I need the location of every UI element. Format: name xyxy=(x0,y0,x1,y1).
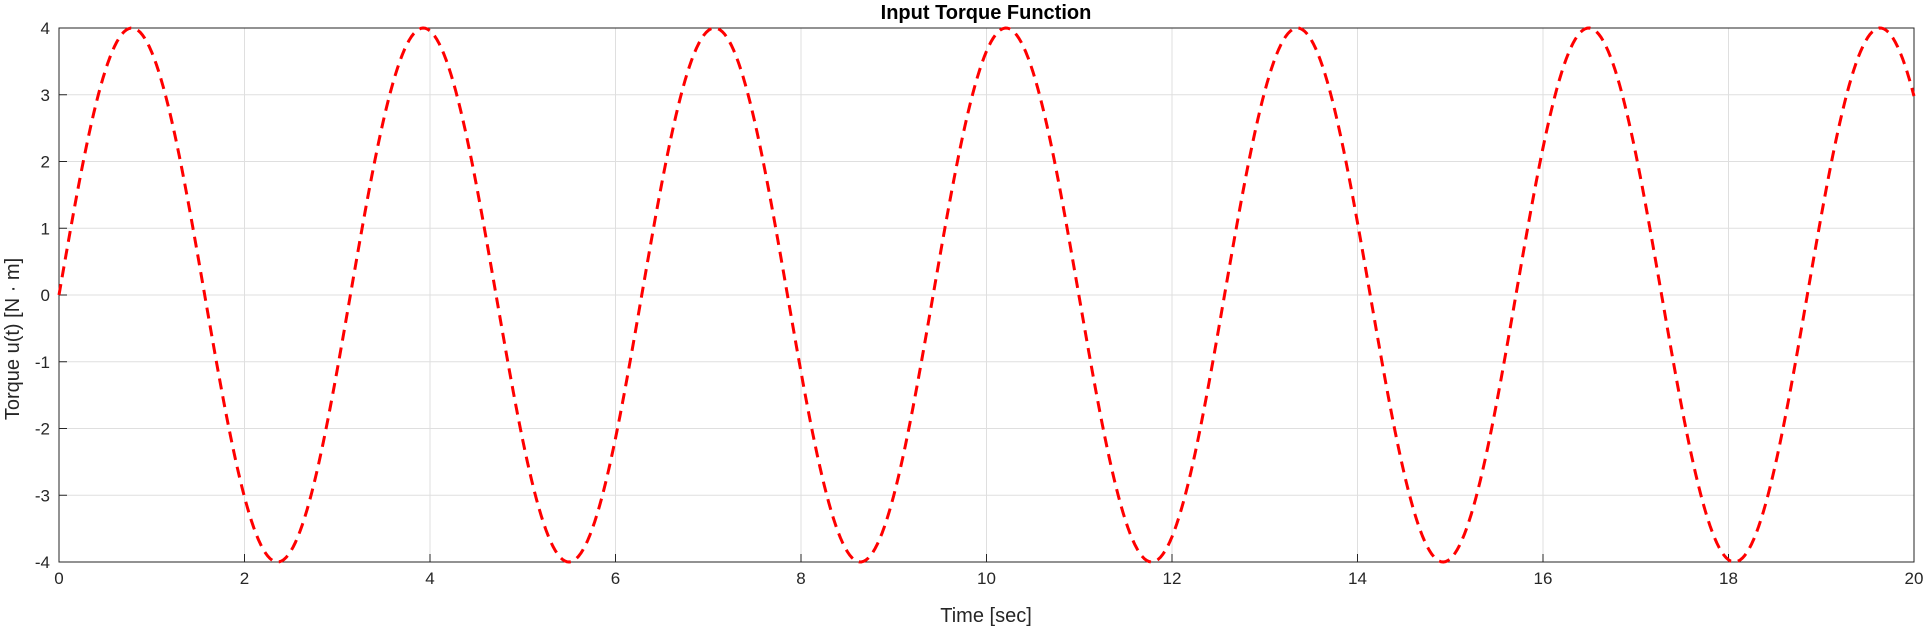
y-tick-label: -2 xyxy=(35,420,50,439)
y-tick-label: 3 xyxy=(41,86,50,105)
y-tick-label: -1 xyxy=(35,353,50,372)
x-axis-label: Time [sec] xyxy=(940,605,1032,627)
x-tick-label: 20 xyxy=(1905,569,1924,588)
y-tick-label: -3 xyxy=(35,486,50,505)
x-tick-label: 10 xyxy=(977,569,996,588)
x-tick-label: 8 xyxy=(796,569,805,588)
series-layer xyxy=(57,26,1916,564)
y-tick-label: 2 xyxy=(41,153,50,172)
y-tick-label: 0 xyxy=(41,286,50,305)
x-tick-label: 18 xyxy=(1719,569,1738,588)
x-tick-label: 0 xyxy=(54,569,63,588)
x-tick-label: 2 xyxy=(240,569,249,588)
x-tick-label: 14 xyxy=(1348,569,1367,588)
x-tick-label: 6 xyxy=(611,569,620,588)
y-axis-label: Torque u(t) [N · m] xyxy=(2,258,24,420)
chart-title: Input Torque Function xyxy=(881,2,1092,24)
series-line-0 xyxy=(57,26,1916,564)
y-tick-label: 4 xyxy=(41,19,50,38)
y-tick-label: -4 xyxy=(35,553,50,572)
x-tick-label: 4 xyxy=(425,569,434,588)
y-tick-label: 1 xyxy=(41,219,50,238)
x-tick-label: 12 xyxy=(1163,569,1182,588)
x-tick-label: 16 xyxy=(1534,569,1553,588)
